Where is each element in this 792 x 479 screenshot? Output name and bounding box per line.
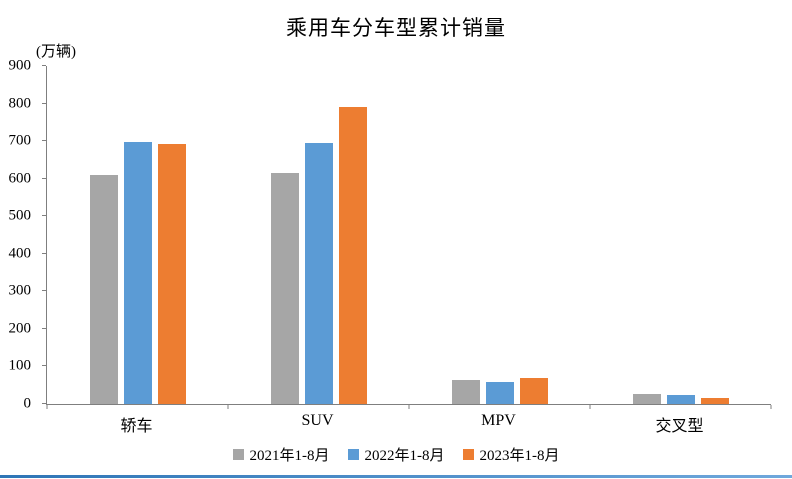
x-tick-mark (589, 405, 591, 409)
bar (666, 395, 695, 404)
y-tick-mark (42, 102, 46, 104)
x-tick-mark (408, 405, 410, 409)
bar (89, 174, 118, 404)
bar (304, 143, 333, 404)
y-tick-label: 900 (8, 57, 32, 74)
legend-label: 2023年1-8月 (479, 448, 560, 464)
y-tick-label: 400 (8, 245, 32, 262)
y-tick-mark (42, 327, 46, 329)
legend-item: 2021年1-8月 (232, 444, 330, 465)
bar-group-1 (47, 66, 228, 404)
legend-swatch (462, 449, 474, 460)
bar (700, 397, 729, 404)
bar-group-2 (228, 66, 409, 404)
y-tick-mark (42, 177, 46, 179)
chart-title: 乘用车分车型累计销量 (286, 16, 506, 40)
bar (123, 142, 152, 404)
y-tick-mark (42, 290, 46, 292)
y-tick-mark (42, 403, 46, 404)
bar-group-3 (409, 66, 590, 404)
bar (519, 378, 548, 404)
y-tick-mark (42, 365, 46, 367)
bar-groups (47, 66, 771, 404)
bar-group-4 (590, 66, 771, 404)
bar (632, 393, 661, 404)
legend-label: 2022年1-8月 (364, 448, 445, 464)
x-category-label: 轿车 (120, 418, 153, 435)
y-axis-unit-label: (万辆) (36, 44, 76, 60)
y-tick-label: 600 (8, 170, 32, 187)
y-axis-labels: 0 100 200 300 400 500 600 700 800 900 (0, 58, 38, 411)
x-category-label: 交叉型 (655, 418, 704, 435)
bar (157, 144, 186, 404)
y-tick-mark (42, 140, 46, 142)
y-tick-mark (42, 65, 46, 66)
bar (270, 173, 299, 404)
legend-item: 2023年1-8月 (462, 444, 560, 465)
x-tick-mark (227, 405, 229, 409)
y-tick-label: 100 (8, 357, 32, 374)
y-tick-mark (42, 215, 46, 217)
legend-swatch (347, 449, 359, 460)
plot-area (42, 65, 772, 409)
y-tick-label: 300 (8, 282, 32, 299)
x-tick-mark (46, 405, 48, 409)
x-axis-labels: 轿车 SUV MPV 交叉型 (46, 412, 770, 436)
y-tick-label: 800 (8, 95, 32, 112)
bar (485, 382, 514, 404)
legend-item: 2022年1-8月 (347, 444, 445, 465)
y-tick-mark (42, 252, 46, 254)
bottom-accent-line (0, 475, 792, 478)
bar (451, 379, 480, 404)
y-tick-label: 700 (8, 132, 32, 149)
legend-label: 2021年1-8月 (249, 448, 330, 464)
y-tick-label: 0 (23, 395, 32, 412)
x-category-label: SUV (301, 412, 334, 429)
bar (338, 106, 367, 404)
x-category-label: MPV (481, 412, 516, 429)
legend-swatch (232, 449, 244, 460)
y-tick-label: 200 (8, 320, 32, 337)
y-tick-label: 500 (8, 207, 32, 224)
x-tick-mark (770, 405, 772, 409)
legend: 2021年1-8月 2022年1-8月 2023年1-8月 (0, 444, 792, 465)
